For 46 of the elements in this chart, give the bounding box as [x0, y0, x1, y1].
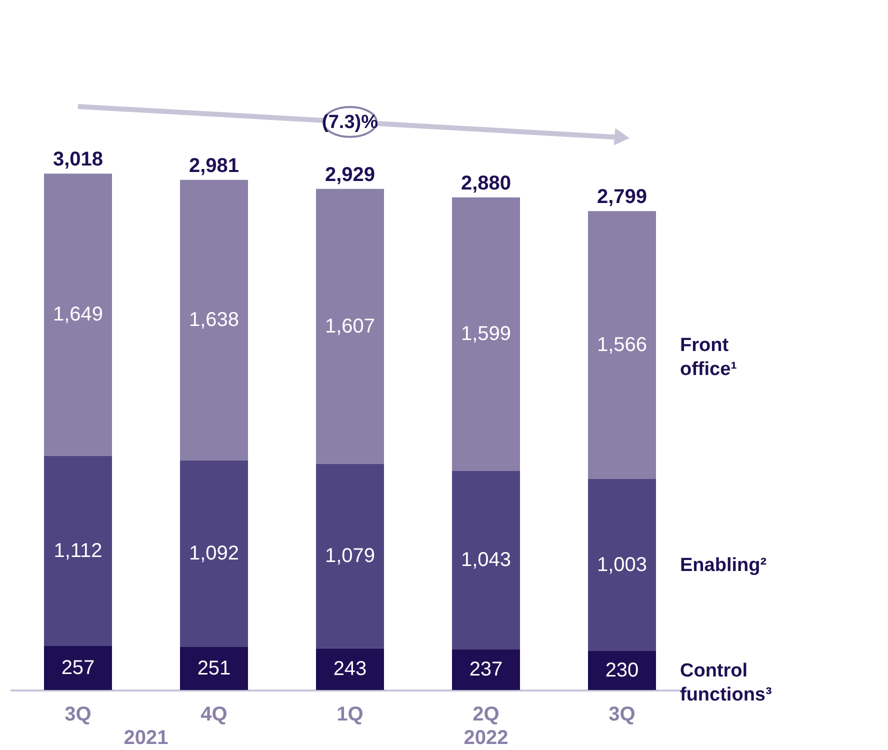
x-tick-label: 3Q [64, 704, 92, 726]
bar [316, 648, 384, 690]
bar [316, 188, 384, 464]
series-label: Control functions³ [680, 660, 772, 706]
data-label: 1,043 [460, 549, 512, 572]
data-label: 251 [197, 658, 231, 680]
bar [452, 470, 520, 650]
data-label: 230 [605, 659, 639, 682]
bar [180, 647, 248, 690]
x-tick-label: 2Q [472, 704, 500, 726]
data-label: 1,092 [188, 542, 240, 565]
data-label: 1,649 [52, 304, 104, 326]
total-label: 2,880 [460, 172, 512, 194]
total-label: 2,929 [324, 164, 376, 186]
data-label: 1,638 [188, 309, 240, 332]
data-label: 1,112 [54, 540, 102, 562]
bar [452, 197, 520, 471]
bar [588, 479, 656, 651]
bar [44, 646, 112, 690]
series-label: Enabling² [680, 554, 767, 576]
text: 2021 [124, 727, 168, 749]
bar [316, 464, 384, 648]
total-label: 3,018 [52, 148, 104, 171]
data-label: 1,003 [596, 554, 648, 576]
bar [588, 211, 656, 480]
bar [588, 650, 656, 690]
data-label: 257 [61, 657, 95, 680]
bar [452, 649, 520, 690]
bar [44, 456, 112, 646]
data-label: 243 [333, 658, 367, 680]
x-tick-label: 4Q [200, 704, 228, 726]
text: 2022 [464, 727, 508, 749]
data-label: 1,079 [324, 545, 376, 568]
data-label: 1,566 [596, 334, 648, 356]
bar [44, 174, 112, 456]
bar [180, 460, 248, 648]
x-tick-label: 1Q [336, 704, 364, 726]
series-label: Front office¹ [680, 335, 737, 380]
data-label: 237 [469, 658, 503, 681]
x-tick-label: 3Q [608, 704, 636, 726]
text: (7.3)% [322, 112, 378, 133]
total-label: 2,799 [596, 186, 648, 208]
data-label: 1,607 [324, 315, 376, 338]
bar [180, 180, 248, 460]
total-label: 2,981 [188, 154, 240, 177]
data-label: 1,599 [460, 323, 512, 346]
